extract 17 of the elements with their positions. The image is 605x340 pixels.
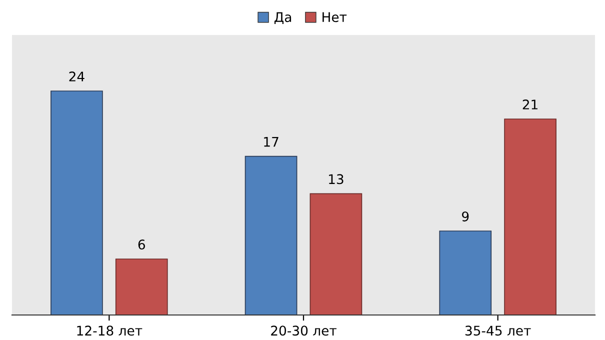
legend-label: Нет	[322, 12, 347, 22]
x-tick-label: 35-45 лет	[465, 326, 531, 336]
bar	[115, 258, 168, 315]
bar	[244, 156, 298, 315]
data-label: 9	[462, 212, 469, 222]
data-label: 6	[138, 240, 145, 250]
x-tick-label: 12-18 лет	[77, 326, 142, 336]
data-label: 17	[264, 137, 278, 147]
bar	[504, 118, 556, 315]
bar	[439, 230, 492, 315]
x-tick-label: 20-30 лет	[271, 326, 336, 336]
legend-label: Да	[274, 12, 292, 24]
data-label: 13	[329, 174, 344, 184]
bar	[50, 90, 103, 315]
data-label: 21	[522, 100, 538, 110]
bar	[310, 193, 362, 315]
data-label: 24	[69, 72, 84, 82]
